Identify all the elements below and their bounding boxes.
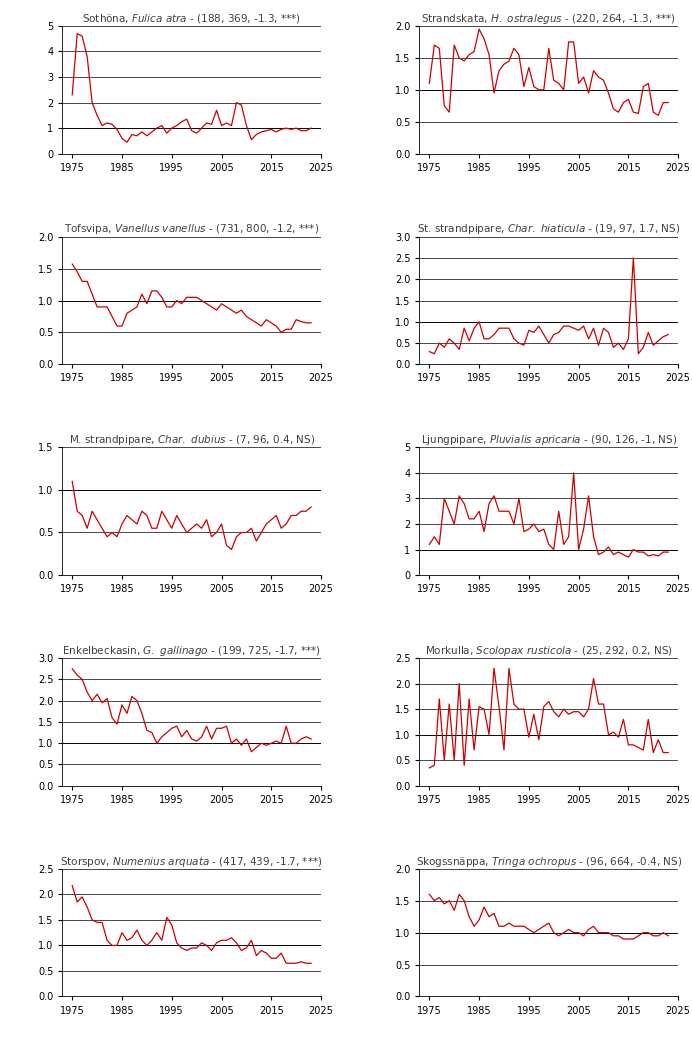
Title: Skogssnäppa, $\it{Tringa\ ochropus}$ - (96, 664, -0.4, NS): Skogssnäppa, $\it{Tringa\ ochropus}$ - (… (415, 854, 682, 869)
Title: Morkulla, $\it{Scolopax\ rusticola}$ - (25, 292, 0.2, NS): Morkulla, $\it{Scolopax\ rusticola}$ - (… (425, 644, 673, 658)
Title: M. strandpipare, $\it{Char.\ dubius}$ - (7, 96, 0.4, NS): M. strandpipare, $\it{Char.\ dubius}$ - … (69, 433, 315, 447)
Title: Sothöna, $\it{Fulica\ atra}$ - (188, 369, -1.3, ***): Sothöna, $\it{Fulica\ atra}$ - (188, 369… (82, 12, 301, 25)
Title: Strandskata, $\it{H.\ ostralegus}$ - (220, 264, -1.3, ***): Strandskata, $\it{H.\ ostralegus}$ - (22… (421, 11, 676, 26)
Title: St. strandpipare, $\it{Char.\ hiaticula}$ - (19, 97, 1.7, NS): St. strandpipare, $\it{Char.\ hiaticula}… (417, 222, 680, 237)
Title: Tofsvipa, $\it{Vanellus\ vanellus}$ - (731, 800, -1.2, ***): Tofsvipa, $\it{Vanellus\ vanellus}$ - (7… (64, 222, 319, 237)
Title: Ljungpipare, $\it{Pluvialis\ apricaria}$ - (90, 126, -1, NS): Ljungpipare, $\it{Pluvialis\ apricaria}$… (421, 433, 677, 447)
Title: Storspov, $\it{Numenius\ arquata}$ - (417, 439, -1.7, ***): Storspov, $\it{Numenius\ arquata}$ - (41… (60, 854, 323, 869)
Title: Enkelbeckasin, $\it{G.\ gallinago}$ - (199, 725, -1.7, ***): Enkelbeckasin, $\it{G.\ gallinago}$ - (1… (62, 644, 321, 658)
